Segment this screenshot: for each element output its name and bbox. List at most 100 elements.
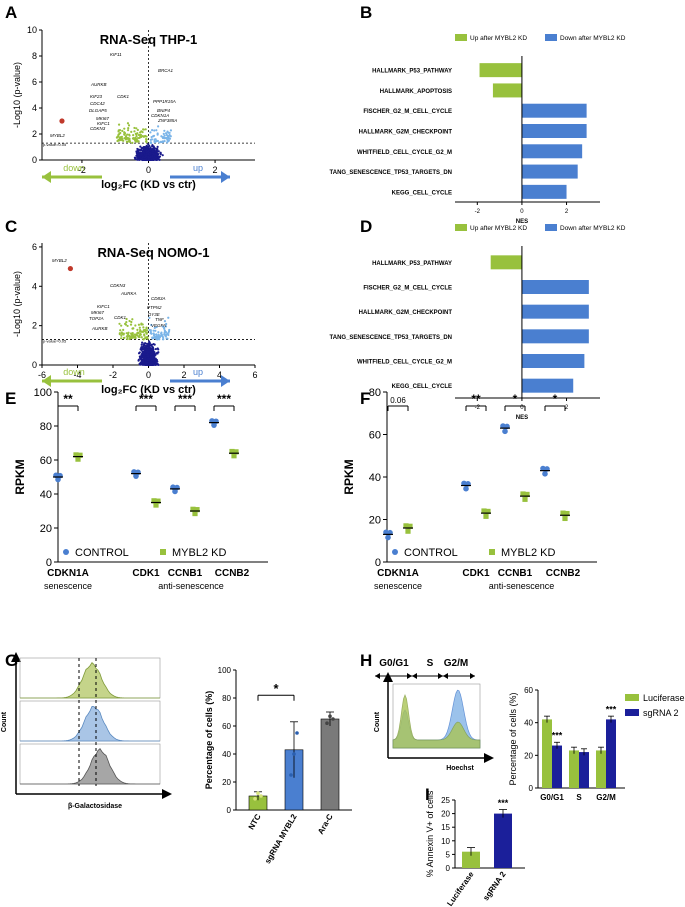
sig-point xyxy=(136,136,140,140)
sig-point xyxy=(134,336,137,340)
x-tick-label: 0 xyxy=(520,209,524,215)
ns-point xyxy=(152,156,155,160)
y-tick-label: 8 xyxy=(32,51,37,61)
category-label: sgRNA MYBL2 xyxy=(263,812,299,865)
gene-label: CDKN3 xyxy=(90,126,106,131)
y-tick-label: 0 xyxy=(375,557,381,569)
panel-letter-D: D xyxy=(360,217,372,236)
sig-point xyxy=(132,134,135,137)
ns-point xyxy=(151,356,154,359)
gene-category-label: CCNB1 xyxy=(168,568,203,579)
phase-arrow-head xyxy=(470,673,475,679)
ns-point xyxy=(150,353,153,356)
sig-point xyxy=(163,129,166,132)
down-arrow-head xyxy=(42,171,51,183)
sig-point xyxy=(128,140,132,143)
sig-point xyxy=(150,129,154,132)
hist-x-arrowhead xyxy=(162,789,172,799)
sig-point xyxy=(166,136,169,139)
gene-label: PPP1R15A xyxy=(153,99,176,104)
sig-point xyxy=(168,137,172,140)
pathway-label: HALLMARK_G2M_CHECKPOINT xyxy=(359,310,453,316)
nes-bar xyxy=(521,329,589,344)
sig-point xyxy=(163,136,167,140)
pvalue-label: p-value=0.05 xyxy=(43,338,67,343)
sig-point xyxy=(143,333,146,336)
gene-category-label: CCNB2 xyxy=(546,568,581,579)
ns-point xyxy=(147,156,150,159)
legend-sgrna-swatch xyxy=(625,709,639,716)
gene-label: KIF23 xyxy=(90,94,103,99)
y-tick-label: 60 xyxy=(40,455,52,467)
hist-x-label: Hoechst xyxy=(446,765,474,772)
legend-kd-marker xyxy=(160,549,166,555)
legend-kd-label: MYBL2 KD xyxy=(501,547,555,559)
kd-point xyxy=(481,508,487,514)
up-label: up xyxy=(193,163,203,173)
sig-point xyxy=(126,129,130,132)
nes-bar xyxy=(521,378,574,393)
sig-point xyxy=(144,134,147,138)
x-axis-label: NES xyxy=(516,415,528,421)
category-label: Luciferase xyxy=(445,870,476,907)
down-arrow-head xyxy=(42,375,51,387)
ns-point xyxy=(148,156,152,159)
bar-sgrna xyxy=(579,752,589,788)
bar-luciferase xyxy=(596,750,606,788)
ns-point xyxy=(156,158,160,161)
ns-point xyxy=(140,361,143,365)
ns-point xyxy=(159,152,162,156)
y-tick-label: 60 xyxy=(524,686,533,695)
sig-point xyxy=(126,136,129,140)
ns-point xyxy=(155,153,158,156)
legend-sgrna-label: sgRNA 2 xyxy=(643,708,679,718)
sig-point xyxy=(142,326,145,329)
sig-point xyxy=(149,131,152,134)
ns-point xyxy=(138,158,141,161)
legend-down-label: Down after MYBL2 KD xyxy=(560,225,626,232)
ns-point xyxy=(151,345,154,348)
nes-bar xyxy=(490,255,522,270)
panel-letter-F: F xyxy=(360,389,370,408)
kd-point xyxy=(75,456,81,462)
ns-point xyxy=(142,357,145,360)
pathway-label: KEGG_CELL_CYCLE xyxy=(392,190,452,196)
gene-label: KIFC1 xyxy=(97,121,110,126)
sig-point xyxy=(117,133,120,137)
ns-point xyxy=(142,147,146,150)
ns-point xyxy=(151,150,154,153)
sig-point xyxy=(157,331,160,334)
pathway-label: WHITFIELD_CELL_CYCLE_G2_M xyxy=(357,150,452,156)
significance-label: *** xyxy=(552,731,563,741)
sig-point xyxy=(134,139,137,142)
y-tick-label: 60 xyxy=(222,722,231,731)
control-point xyxy=(502,428,508,435)
sig-point xyxy=(126,324,129,328)
nes-bar xyxy=(479,63,522,78)
mybl2-point xyxy=(59,118,65,124)
up-arrow-head xyxy=(221,375,230,387)
kd-point xyxy=(520,491,526,497)
sig-point xyxy=(123,336,126,339)
pathway-label: HALLMARK_APOPTOSIS xyxy=(380,89,452,95)
gene-label: PTPN2 xyxy=(147,305,162,310)
significance-label: *** xyxy=(606,705,617,715)
sig-point xyxy=(126,337,129,341)
sig-point xyxy=(130,130,133,133)
y-tick-label: 25 xyxy=(441,796,450,805)
kd-point xyxy=(190,506,196,512)
sig-point xyxy=(128,319,131,323)
sig-point xyxy=(135,135,138,138)
mybl2-point xyxy=(67,265,73,272)
gene-label: DLGAP5 xyxy=(89,108,107,113)
ns-point xyxy=(152,363,156,366)
gene-label: TOP2A xyxy=(89,316,104,321)
pathway-label: HALLMARK_G2M_CHECKPOINT xyxy=(359,130,453,136)
phase-arrow-head xyxy=(412,673,417,679)
ns-point xyxy=(144,358,147,361)
ns-point xyxy=(150,348,153,351)
sig-point xyxy=(155,337,159,340)
legend-up-swatch xyxy=(455,34,467,41)
ns-point xyxy=(139,357,143,360)
ns-point xyxy=(154,347,157,351)
